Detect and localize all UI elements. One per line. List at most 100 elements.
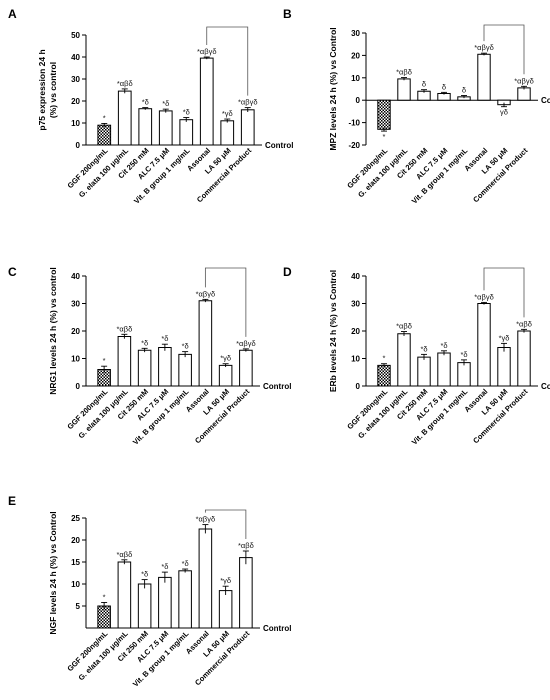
y-tick-label: 30 bbox=[351, 29, 360, 38]
significance-label: *αβγδ bbox=[514, 76, 534, 85]
bar bbox=[97, 124, 112, 146]
bar bbox=[158, 347, 172, 387]
significance-label: *δ bbox=[162, 99, 169, 108]
significance-label: *αβδ bbox=[117, 324, 133, 333]
significance-label: * bbox=[103, 592, 106, 601]
significance-label: *δ bbox=[183, 108, 190, 117]
y-tick-label: -10 bbox=[348, 119, 360, 128]
significance-label: *δ bbox=[141, 570, 148, 579]
y-tick-label: 20 bbox=[71, 97, 80, 106]
significance-label: *δ bbox=[460, 350, 467, 359]
significance-label: *δ bbox=[161, 334, 168, 343]
control-label: Control bbox=[541, 382, 550, 391]
significance-label: * bbox=[383, 132, 386, 141]
significance-label: *δ bbox=[440, 341, 447, 350]
significance-label: *αβδ bbox=[396, 322, 412, 331]
y-tick-label: 10 bbox=[71, 119, 80, 128]
y-axis-title-line: MPZ levels 24 h (%) vs Control bbox=[328, 27, 338, 150]
panel-b: B -20 -10 0 10 20 30 MPZ levels 24 h (%) vs Con… bbox=[283, 7, 550, 206]
y-tick-label: 0 bbox=[356, 382, 361, 391]
bar bbox=[397, 333, 411, 387]
y-tick-label: 30 bbox=[351, 300, 360, 309]
panel-e: E 5 10 15 20 25 NGF levels 24 h (%) vs Control… bbox=[8, 494, 291, 689]
bar bbox=[477, 53, 491, 101]
y-axis-title-line: (%) vs control bbox=[48, 62, 58, 118]
y-tick-label: 0 bbox=[76, 382, 81, 391]
bar bbox=[179, 119, 194, 146]
y-tick-label: 10 bbox=[71, 580, 80, 589]
y-tick-label: 5 bbox=[76, 602, 81, 611]
y-tick-label: 20 bbox=[71, 327, 80, 336]
control-label: Control bbox=[263, 624, 291, 633]
bar bbox=[137, 349, 152, 387]
bar bbox=[198, 528, 213, 629]
comparison-bracket bbox=[483, 267, 525, 318]
significance-label: *δ bbox=[182, 342, 189, 351]
significance-label: *δ bbox=[161, 562, 168, 571]
significance-label: *αβγδ bbox=[238, 98, 258, 107]
significance-label: * bbox=[383, 354, 386, 363]
bar bbox=[117, 561, 132, 629]
significance-label: *γδ bbox=[222, 109, 233, 118]
panel-label: C bbox=[8, 265, 17, 279]
panel-label: E bbox=[8, 494, 16, 508]
y-axis-title-line: NGF levels 24 h (%) vs Control bbox=[48, 511, 58, 634]
bar bbox=[218, 590, 233, 629]
significance-label: *γδ bbox=[220, 354, 231, 363]
panel-label: D bbox=[283, 265, 292, 279]
significance-label: δ bbox=[462, 85, 466, 94]
bar bbox=[497, 347, 511, 387]
significance-label: *δ bbox=[182, 559, 189, 568]
y-axis-title: p75 expression 24 h(%) vs control bbox=[37, 49, 58, 130]
control-label: Control bbox=[263, 382, 291, 391]
significance-label: *αβγδ bbox=[196, 289, 216, 298]
control-label: Control bbox=[265, 141, 293, 150]
significance-label: *αβδ bbox=[516, 319, 532, 328]
significance-label: *δ bbox=[142, 98, 149, 107]
significance-label: *αβδ bbox=[238, 541, 254, 550]
y-tick-label: 0 bbox=[356, 96, 361, 105]
significance-label: *αβδ bbox=[117, 550, 133, 559]
bar bbox=[239, 349, 253, 387]
bar bbox=[178, 570, 192, 629]
significance-label: *δ bbox=[141, 338, 148, 347]
bar bbox=[138, 108, 153, 146]
bar bbox=[220, 120, 235, 146]
y-axis-title: MPZ levels 24 h (%) vs Control bbox=[328, 27, 338, 150]
y-axis-title: NGF levels 24 h (%) vs Control bbox=[48, 511, 58, 634]
bar bbox=[158, 110, 173, 146]
significance-label: δ bbox=[422, 80, 426, 89]
comparison-bracket bbox=[483, 24, 525, 75]
y-axis-title-line: NRG1 levels 24 h (%) vs control bbox=[48, 267, 58, 395]
panel-c: C 0 10 20 30 40 NRG1 levels 24 h (%) vs contro… bbox=[8, 265, 291, 447]
panel-d: D 0 10 20 30 40 ERb levels 24 h (%) vs Control… bbox=[283, 265, 550, 447]
y-tick-label: 0 bbox=[76, 141, 81, 150]
bar bbox=[517, 87, 531, 101]
significance-label: γδ bbox=[500, 108, 508, 117]
y-axis-title: ERb levels 24 h (%) vs Control bbox=[328, 270, 338, 392]
bar bbox=[477, 303, 491, 387]
panel-label: A bbox=[8, 7, 17, 21]
bar bbox=[198, 300, 213, 387]
bar bbox=[137, 583, 152, 629]
comparison-bracket bbox=[206, 26, 249, 96]
significance-label: *αβγδ bbox=[474, 292, 494, 301]
y-axis-title: NRG1 levels 24 h (%) vs control bbox=[48, 267, 58, 395]
y-tick-label: 10 bbox=[71, 355, 80, 364]
y-tick-label: 40 bbox=[71, 272, 80, 281]
bar bbox=[240, 109, 255, 146]
significance-label: *αβγδ bbox=[197, 47, 217, 56]
y-tick-label: 20 bbox=[71, 536, 80, 545]
significance-label: *αβδ bbox=[396, 68, 412, 77]
bar bbox=[239, 557, 253, 629]
y-tick-label: -20 bbox=[348, 141, 360, 150]
y-tick-label: 40 bbox=[71, 53, 80, 62]
y-tick-label: 10 bbox=[351, 355, 360, 364]
bar bbox=[377, 364, 391, 387]
bar bbox=[377, 99, 391, 130]
significance-label: *αβγδ bbox=[196, 515, 216, 524]
significance-label: *αβγδ bbox=[236, 339, 256, 348]
bar bbox=[437, 352, 451, 387]
panel-label: B bbox=[283, 7, 292, 21]
